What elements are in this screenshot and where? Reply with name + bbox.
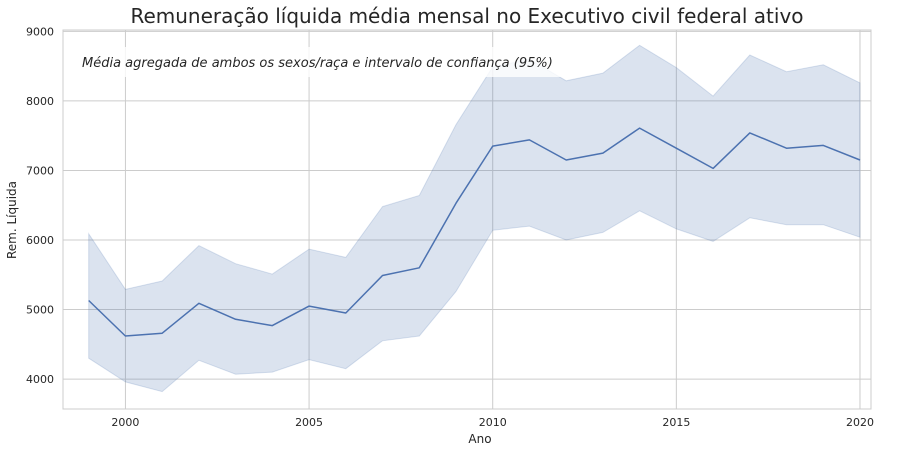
y-tick-label: 7000 [26, 164, 54, 177]
x-tick-label: 2005 [295, 416, 323, 429]
y-tick-label: 8000 [26, 95, 54, 108]
y-tick-label: 5000 [26, 304, 54, 317]
x-tick-label: 2010 [479, 416, 507, 429]
y-tick-label: 9000 [26, 25, 54, 38]
annotation-group: Média agregada de ambos os sexos/raça e … [72, 47, 563, 77]
chart-title: Remuneração líquida média mensal no Exec… [130, 4, 803, 28]
y-tick-label: 6000 [26, 234, 54, 247]
x-tick-label: 2015 [662, 416, 690, 429]
y-tick-label: 4000 [26, 373, 54, 386]
annotation: Média agregada de ambos os sexos/raça e … [82, 56, 553, 71]
x-tick-label: 2000 [111, 416, 139, 429]
x-axis-label: Ano [468, 432, 491, 446]
x-tick-label: 2020 [846, 416, 874, 429]
y-axis-label: Rem. Líquida [5, 181, 19, 259]
